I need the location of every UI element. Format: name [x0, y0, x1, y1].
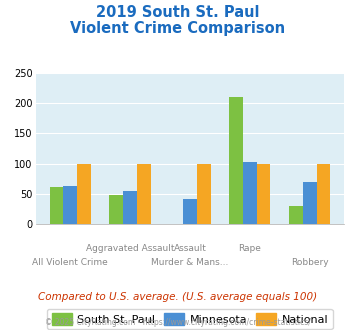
Bar: [109, 195, 123, 224]
Text: 2019 South St. Paul: 2019 South St. Paul: [96, 5, 259, 20]
Bar: [229, 97, 243, 224]
Bar: [63, 185, 77, 224]
Bar: [289, 206, 303, 224]
Text: Compared to U.S. average. (U.S. average equals 100): Compared to U.S. average. (U.S. average …: [38, 292, 317, 302]
Text: Murder & Mans...: Murder & Mans...: [151, 258, 229, 267]
Text: Assault: Assault: [174, 244, 206, 253]
Text: Aggravated Assault: Aggravated Assault: [86, 244, 174, 253]
Bar: [50, 187, 63, 224]
Bar: [257, 164, 271, 224]
Text: © 2025 CityRating.com - https://www.cityrating.com/crime-statistics/: © 2025 CityRating.com - https://www.city…: [45, 318, 310, 327]
Text: Rape: Rape: [238, 244, 261, 253]
Bar: [243, 162, 257, 224]
Text: Violent Crime Comparison: Violent Crime Comparison: [70, 21, 285, 36]
Bar: [137, 164, 151, 224]
Bar: [77, 164, 91, 224]
Bar: [197, 164, 211, 224]
Text: All Violent Crime: All Violent Crime: [32, 258, 108, 267]
Bar: [303, 182, 317, 224]
Text: Robbery: Robbery: [291, 258, 328, 267]
Bar: [123, 191, 137, 224]
Legend: South St. Paul, Minnesota, National: South St. Paul, Minnesota, National: [47, 309, 333, 329]
Bar: [183, 199, 197, 224]
Bar: [317, 164, 330, 224]
